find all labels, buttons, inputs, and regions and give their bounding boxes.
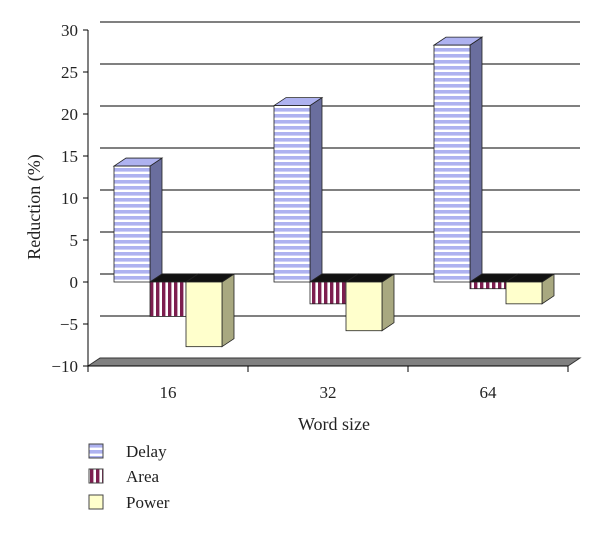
bar-delay-64: [432, 36, 484, 283]
y-tick-label-6: 0: [70, 273, 79, 292]
y-tick-label-5: 5: [70, 231, 79, 250]
bar-delay-32: [272, 96, 324, 283]
chart-floor: [86, 357, 582, 367]
gridlines: [100, 21, 580, 317]
x-tick-label-16: 16: [160, 383, 177, 402]
y-tick-label-8: −10: [51, 357, 78, 376]
y-tick-label-0: 30: [61, 21, 78, 40]
legend-label-area: Area: [126, 467, 159, 486]
y-tick-label-7: −5: [60, 315, 78, 334]
axes: 30 25 20 15 10 5 0 −5 −10 16 32 64: [51, 21, 569, 402]
legend-item-delay: Delay: [88, 442, 167, 461]
x-axis-title: Word size: [298, 414, 370, 434]
bar-front-area-16: [149, 281, 187, 317]
legend: Delay Area Power: [88, 442, 170, 512]
legend-item-area: Area: [88, 467, 159, 486]
bar-front-power-64: [505, 281, 543, 305]
legend-label-power: Power: [126, 493, 170, 512]
bar-delay-16: [112, 157, 164, 283]
legend-item-power: Power: [88, 493, 170, 512]
legend-label-delay: Delay: [126, 442, 167, 461]
legend-swatch-delay: [88, 443, 104, 459]
bar-front-power-16: [185, 281, 223, 348]
bar-front-area-64: [469, 281, 507, 290]
bar-power-32: [344, 273, 396, 332]
bar-power-64: [504, 273, 556, 305]
y-axis-title: Reduction (%): [24, 154, 45, 259]
bar-side-delay-16: [149, 157, 163, 283]
y-tick-label-4: 10: [61, 189, 78, 208]
y-tick-label-2: 20: [61, 105, 78, 124]
x-tick-label-32: 32: [320, 383, 337, 402]
bar-front-power-32: [345, 281, 383, 332]
legend-swatch-power: [88, 494, 104, 510]
y-tick-label-1: 25: [61, 63, 78, 82]
x-tick-label-64: 64: [480, 383, 498, 402]
y-tick-label-3: 15: [61, 147, 78, 166]
bar-power-16: [184, 273, 236, 348]
bar-front-delay-32: [273, 105, 311, 283]
bar-front-delay-64: [433, 44, 471, 283]
bar-side-delay-64: [469, 36, 483, 283]
bars: [112, 36, 556, 348]
chart-floor-slab: [86, 357, 582, 367]
bar-side-delay-32: [309, 96, 323, 283]
bar-side-power-16: [221, 273, 235, 348]
bar-front-delay-16: [113, 165, 151, 283]
bar-front-area-32: [309, 281, 347, 305]
legend-swatch-area: [88, 468, 104, 484]
bar-side-power-32: [381, 273, 395, 332]
